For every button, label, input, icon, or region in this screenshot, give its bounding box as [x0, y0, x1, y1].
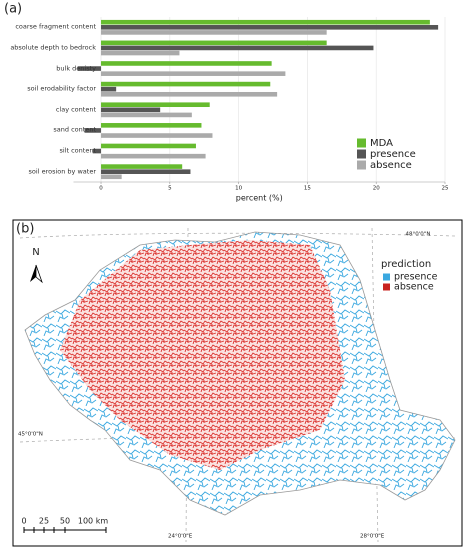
scale-bar — [23, 527, 107, 533]
y-tick-label: bulk denisty — [56, 64, 96, 73]
y-tick-label: clay content — [55, 105, 96, 114]
graticule-label: 24°0'0"E — [168, 534, 193, 540]
y-tick-label: coarse fragment content — [15, 22, 96, 31]
bar — [101, 107, 161, 113]
bar — [101, 30, 327, 35]
y-tick-label: soil erosion by water — [28, 167, 96, 176]
scale-label: 25 — [39, 517, 49, 526]
map: (b) N prediction 48°0'0"N 45°0'0"N 24°0'… — [12, 219, 463, 547]
bar — [101, 102, 210, 108]
bar — [101, 25, 439, 30]
legend-swatch — [383, 273, 390, 281]
bar — [101, 112, 192, 118]
legend-label: MDA — [370, 138, 393, 149]
bar — [101, 174, 122, 180]
graticule-label: 45°0'0"N — [18, 432, 43, 438]
x-axis-label: percent (%) — [236, 194, 283, 203]
bar — [92, 148, 102, 154]
y-tick-label: silt content — [59, 146, 97, 155]
legend-swatch — [357, 149, 366, 159]
bar — [84, 128, 102, 133]
bar — [101, 86, 117, 92]
graticule-label: 48°0'0"N — [406, 232, 431, 238]
legend-label: presence — [394, 272, 438, 283]
bar — [101, 61, 272, 66]
legend-label: presence — [370, 149, 416, 160]
panel-label: (a) — [4, 2, 22, 17]
legend-swatch — [357, 160, 366, 170]
bar — [77, 66, 102, 71]
scale-label: 0 — [21, 517, 26, 526]
panel-label: (b) — [16, 222, 34, 237]
north-label: N — [32, 247, 39, 258]
y-tick-label: sand content — [53, 125, 96, 134]
bar — [101, 50, 180, 56]
bar — [101, 91, 278, 97]
scale-label: 100 km — [78, 517, 108, 526]
legend-swatch — [383, 283, 390, 291]
absence-region — [60, 240, 345, 470]
bar — [101, 123, 202, 128]
bar — [101, 45, 374, 51]
scale-label: 50 — [60, 517, 70, 526]
bar — [101, 143, 196, 149]
x-tick-label: 25 — [442, 186, 449, 192]
legend-label: absence — [370, 160, 412, 171]
graticule-label: 28°0'0"E — [360, 534, 385, 540]
legend-title: prediction — [381, 259, 431, 270]
bar — [101, 169, 191, 174]
x-tick-label: 0 — [99, 186, 103, 192]
north-arrow: N — [30, 247, 43, 284]
bar — [101, 81, 271, 87]
y-tick-label: soil erodability factor — [27, 84, 96, 93]
x-tick-label: 10 — [235, 186, 242, 192]
x-tick-label: 20 — [373, 186, 380, 192]
bar — [101, 153, 206, 159]
legend-label: absence — [394, 282, 434, 293]
x-tick-label: 5 — [168, 186, 172, 192]
bar — [101, 40, 327, 46]
legend-swatch — [357, 138, 366, 148]
map-frame — [12, 219, 463, 547]
bar — [101, 133, 213, 138]
x-tick-label: 15 — [304, 186, 311, 192]
bar — [101, 19, 430, 25]
y-tick-label: absolute depth to bedrock — [10, 43, 96, 52]
bar — [101, 164, 183, 169]
bar — [101, 71, 286, 76]
